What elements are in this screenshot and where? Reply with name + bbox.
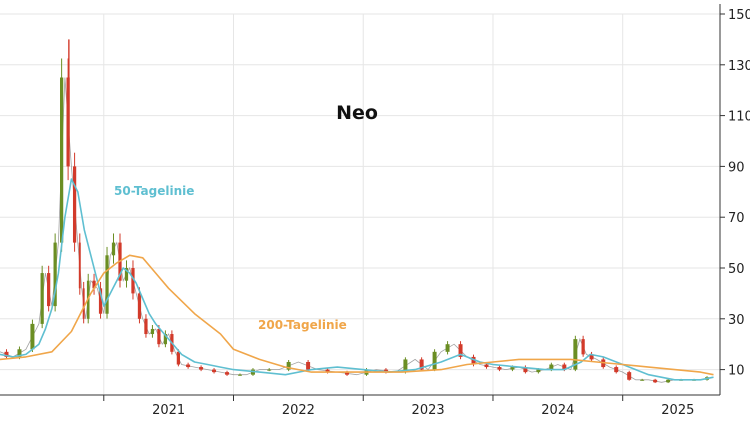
annotation-200-tagelinie: 200-Tagelinie bbox=[258, 318, 347, 332]
candle-body bbox=[653, 379, 658, 383]
candle-body bbox=[573, 339, 578, 370]
candle-body bbox=[640, 379, 645, 381]
candle-body bbox=[176, 351, 180, 365]
candle-body bbox=[325, 369, 330, 373]
candle-body bbox=[536, 369, 541, 373]
candle-body bbox=[78, 242, 81, 289]
candle-body bbox=[72, 166, 77, 243]
candle-body bbox=[497, 367, 502, 370]
annotation-50-tagelinie: 50-Tagelinie bbox=[114, 184, 194, 198]
candle-body bbox=[111, 242, 116, 256]
x-tick-label: 2023 bbox=[412, 403, 445, 418]
candle-body bbox=[137, 293, 142, 319]
candle-body bbox=[627, 372, 632, 380]
candle-body bbox=[345, 372, 350, 375]
candle-body bbox=[60, 77, 64, 243]
candle-body bbox=[17, 349, 22, 357]
series-layer bbox=[0, 39, 714, 384]
candle-body bbox=[432, 351, 437, 370]
candle-body bbox=[124, 268, 129, 281]
candle-body bbox=[238, 374, 242, 376]
candle-body bbox=[131, 268, 135, 294]
candle-body bbox=[286, 361, 291, 370]
x-tick-label: 2024 bbox=[541, 403, 574, 418]
ma50-line bbox=[0, 178, 714, 381]
candle-body bbox=[82, 288, 85, 319]
candle-body bbox=[40, 273, 44, 324]
y-tick-label: 30 bbox=[728, 313, 745, 328]
candle-body bbox=[105, 255, 109, 314]
y-tick-label: 70 bbox=[728, 211, 745, 226]
candle-body bbox=[225, 372, 230, 375]
candle-body bbox=[66, 77, 70, 167]
candle-body bbox=[523, 367, 528, 373]
x-tick-label: 2021 bbox=[152, 403, 185, 418]
candle-body bbox=[549, 364, 554, 370]
candle-body bbox=[30, 323, 35, 350]
candle-body bbox=[212, 369, 217, 373]
candle-body bbox=[510, 367, 515, 370]
candle-body bbox=[47, 273, 51, 307]
candle-body bbox=[92, 280, 96, 289]
candle-body bbox=[157, 328, 161, 345]
candle-body bbox=[267, 369, 272, 371]
ma200-line bbox=[0, 254, 714, 376]
candle-body bbox=[383, 369, 388, 373]
candle-body bbox=[98, 288, 103, 314]
candle-body bbox=[562, 364, 567, 370]
candle-body bbox=[403, 359, 408, 373]
candle-body bbox=[589, 354, 594, 360]
candle-body bbox=[306, 361, 311, 370]
candle-body bbox=[163, 334, 168, 345]
x-tick-label: 2025 bbox=[661, 403, 694, 418]
y-tick-label: 50 bbox=[728, 262, 745, 277]
candle-body bbox=[150, 328, 155, 335]
x-tick-label: 2022 bbox=[282, 403, 315, 418]
candle-body bbox=[484, 364, 489, 368]
y-tick-label: 130 bbox=[728, 59, 750, 74]
axis-layer: 10 30 50 70 90 110 130 150 2021 2022 2023 2024 2025 bbox=[0, 4, 750, 418]
candle-body bbox=[53, 242, 57, 307]
chart-title: Neo bbox=[336, 102, 378, 124]
candle-body bbox=[445, 344, 450, 352]
candle-body bbox=[199, 367, 204, 370]
candle-body bbox=[144, 318, 148, 335]
candle-body bbox=[458, 344, 463, 357]
y-tick-label: 150 bbox=[728, 8, 750, 23]
candle-body bbox=[666, 379, 671, 383]
candle-body bbox=[4, 351, 9, 357]
candle-body bbox=[614, 367, 619, 373]
candle-body bbox=[581, 339, 585, 355]
candle-body bbox=[471, 356, 476, 365]
y-tick-label: 110 bbox=[728, 110, 750, 125]
y-tick-label: 10 bbox=[728, 364, 745, 379]
candle-body bbox=[186, 364, 191, 368]
candle-body bbox=[419, 359, 424, 370]
y-tick-label: 90 bbox=[728, 160, 745, 175]
